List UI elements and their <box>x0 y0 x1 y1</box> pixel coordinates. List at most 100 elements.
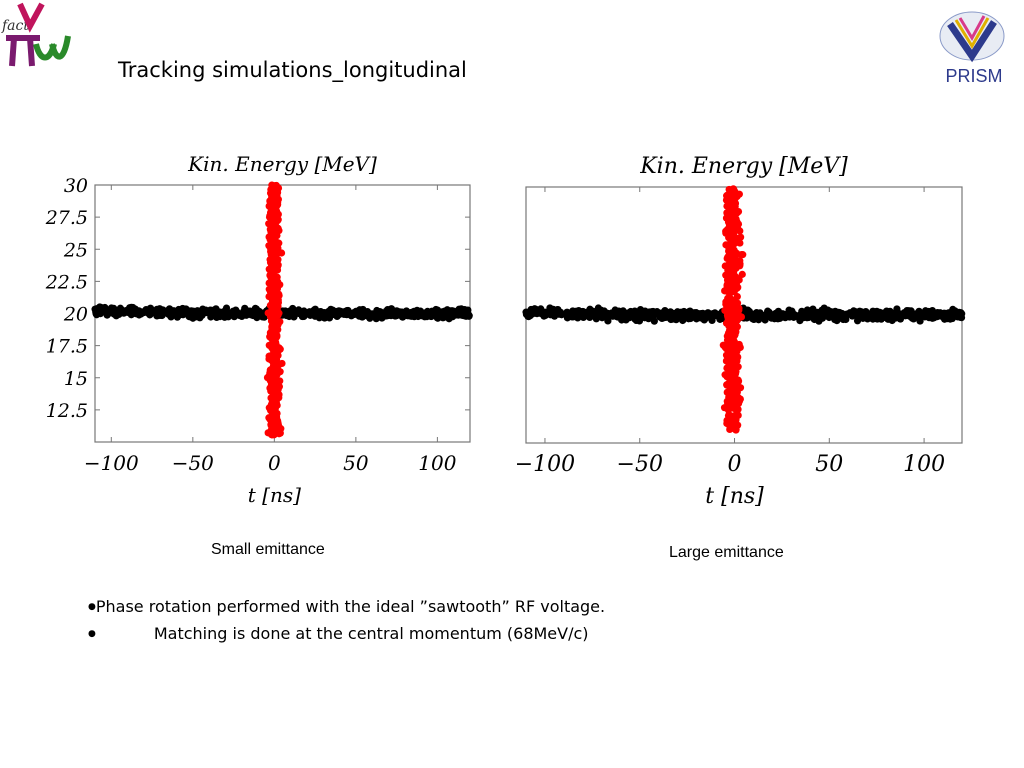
black-beam-point <box>175 305 183 314</box>
black-beam-point <box>173 313 181 321</box>
red-beam-point <box>729 283 737 291</box>
red-beam-point <box>269 272 277 280</box>
black-beam-point <box>611 311 620 320</box>
red-beam-point <box>273 331 281 339</box>
red-beam-point <box>729 312 737 320</box>
x-tick-label: 0 <box>268 451 281 475</box>
black-beam-point <box>229 311 238 319</box>
red-beam-point <box>731 403 739 411</box>
chart-title: Kin. Energy [MeV] <box>187 152 377 176</box>
red-beam-point <box>267 333 275 341</box>
y-tick-label: 12.5 <box>46 400 88 422</box>
black-beam-point <box>540 309 548 317</box>
black-beam-point <box>647 311 655 319</box>
x-axis-label: t [ns] <box>248 483 301 507</box>
black-beam-point <box>851 310 859 318</box>
logo-right-text: PRISM <box>945 66 1002 86</box>
black-beam-point <box>297 311 306 319</box>
black-beam-point <box>933 311 942 319</box>
prism-logo-stripe-pink <box>958 15 986 42</box>
black-beam-point <box>373 306 381 315</box>
black-beam-point <box>168 309 176 318</box>
red-beam-point <box>725 199 733 208</box>
red-beam-point <box>731 302 739 310</box>
black-beam-point <box>939 309 947 318</box>
red-beam-point <box>270 303 278 311</box>
red-beam-point <box>729 187 737 195</box>
y-tick-label: 20 <box>63 304 88 326</box>
bullet-dot-icon: ● <box>88 602 96 612</box>
black-beam-point <box>598 307 606 315</box>
black-beam-point <box>650 317 658 325</box>
black-beam-point <box>406 311 414 319</box>
black-beam-point <box>857 308 866 316</box>
black-beam-point <box>704 309 712 317</box>
red-beam-point <box>265 213 274 221</box>
black-beam-point <box>830 311 839 319</box>
black-beam-point <box>244 307 252 315</box>
black-beam-point <box>558 311 566 319</box>
bullet-list: ●Phase rotation performed with the ideal… <box>88 593 605 647</box>
red-beam-point <box>269 411 277 419</box>
black-beam-point <box>781 312 790 321</box>
red-beam-point <box>269 238 277 247</box>
black-beam-point <box>116 304 124 312</box>
red-beam-point <box>270 324 278 333</box>
black-beam-point <box>130 306 139 315</box>
red-beam-point <box>267 245 275 253</box>
red-beam-point <box>727 412 735 420</box>
red-beam-point <box>272 310 281 318</box>
chart-right-svg: Kin. Energy [MeV] −100 −50 0 50 100 t [ns] <box>515 154 966 509</box>
nufact-logo: fact <box>0 0 80 72</box>
bullet-dot-icon: ● <box>88 629 96 639</box>
red-beam-point <box>270 339 278 347</box>
black-beam-point <box>355 310 363 319</box>
black-beam-point <box>122 307 130 316</box>
black-beam-point <box>156 311 164 320</box>
chart-title: Kin. Energy [MeV] <box>639 154 848 179</box>
black-beam-point <box>461 306 469 314</box>
red-beam-point <box>727 321 735 329</box>
black-beam-point <box>790 312 798 320</box>
black-beam-point <box>666 311 674 320</box>
black-beam-point <box>627 307 635 316</box>
black-beam-point <box>770 315 779 323</box>
y-tick-label: 22.5 <box>45 271 88 293</box>
black-beam-point <box>183 306 191 314</box>
logo-left-text: fact <box>1 18 29 34</box>
chart-right: Kin. Energy [MeV] −100 −50 0 50 100 t [ns] <box>500 145 980 515</box>
caption-left: Small emittance <box>211 541 325 558</box>
black-beam-point <box>833 317 841 325</box>
red-beam-point <box>278 359 286 368</box>
logo-nu-mark <box>17 2 45 33</box>
red-beam-point <box>277 249 286 257</box>
red-beam-point <box>739 251 747 259</box>
black-beam-point <box>347 311 355 319</box>
red-beam-point <box>727 289 735 297</box>
black-beam-point <box>900 309 908 317</box>
red-beam-point <box>275 391 283 399</box>
black-beam-point <box>635 308 643 316</box>
red-beam-point <box>269 372 277 380</box>
red-beam-point <box>727 387 735 395</box>
red-beam-point <box>272 359 280 367</box>
black-beam-point <box>605 312 613 320</box>
black-beam-point <box>593 310 601 319</box>
red-beam-point <box>733 250 741 258</box>
red-beam-point <box>726 381 734 389</box>
bullet-text-2: Matching is done at the central momentum… <box>153 624 589 643</box>
black-beam-point <box>113 310 121 318</box>
black-beam-point <box>287 310 295 318</box>
red-beam-point <box>731 397 740 406</box>
red-beam-point <box>269 345 277 353</box>
x-tick-label: −100 <box>84 451 139 475</box>
red-beam-point <box>729 333 737 342</box>
black-beam-point <box>813 312 821 320</box>
red-beam-point <box>730 215 738 223</box>
red-beam-point <box>725 221 734 229</box>
black-beam-point <box>306 310 314 318</box>
black-beam-point <box>238 312 246 321</box>
black-beam-point <box>883 310 891 318</box>
black-beam-point <box>563 308 571 316</box>
x-tick-label: 0 <box>728 452 742 477</box>
